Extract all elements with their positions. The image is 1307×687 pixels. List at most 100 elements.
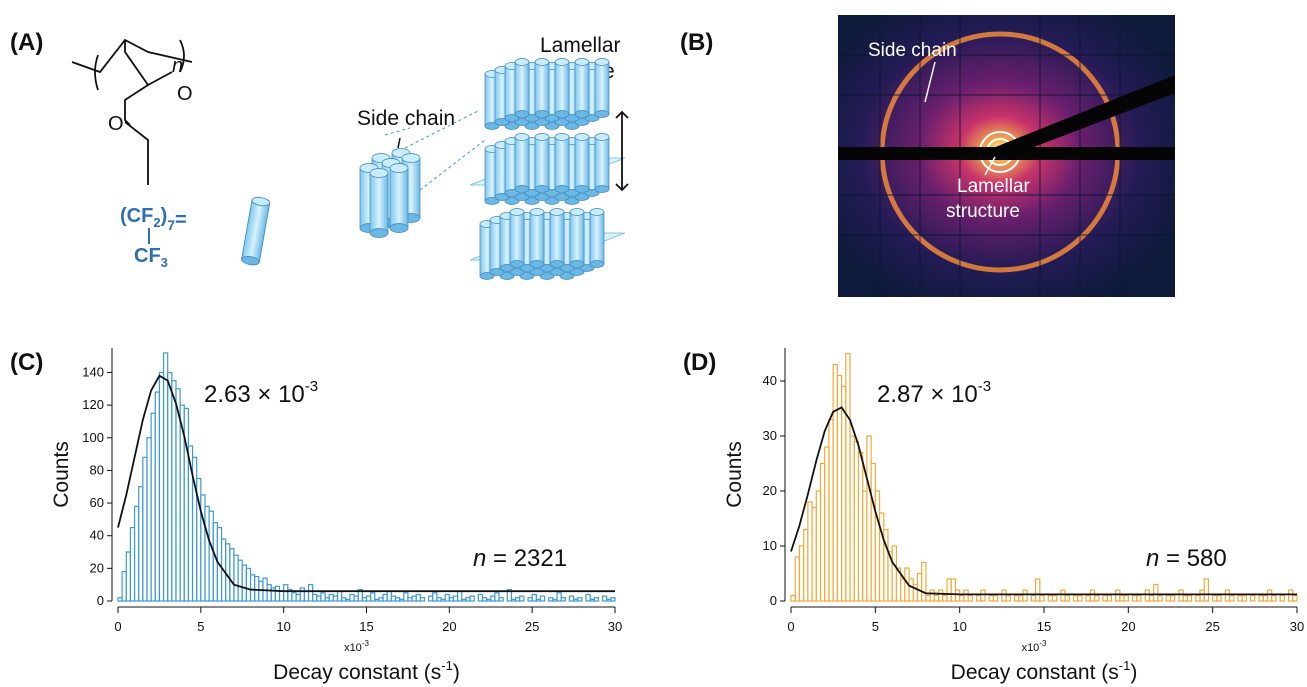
bar	[226, 544, 230, 601]
panel-b: (B) Side chain Lamellar structure	[680, 15, 1175, 297]
bar	[1183, 596, 1187, 602]
x-tick-label: 20	[1121, 619, 1135, 634]
x-tick-label: 0	[114, 619, 121, 634]
annotation: Side chain	[357, 107, 455, 130]
bar	[458, 591, 462, 601]
bar	[516, 598, 520, 601]
x-axis-title-text: Decay constant (s	[951, 661, 1119, 684]
cylinder-top	[595, 59, 609, 66]
bar	[429, 596, 433, 601]
bar	[1048, 596, 1052, 602]
bar	[532, 594, 536, 601]
cylinder-top	[555, 134, 569, 141]
bar	[511, 599, 515, 601]
x-tick-label: 20	[442, 619, 456, 634]
chem-label: CF	[134, 245, 161, 267]
bar	[1133, 596, 1137, 602]
bar	[943, 596, 947, 602]
bar	[1289, 590, 1293, 601]
cylinder-icon	[241, 196, 271, 266]
bar	[829, 420, 833, 602]
bar	[487, 599, 491, 601]
x-tick-label: 10	[952, 619, 966, 634]
bar	[1149, 596, 1153, 602]
bar	[255, 577, 259, 601]
y-tick-label: 140	[82, 364, 104, 379]
x-multiplier: x10-3	[1022, 639, 1047, 654]
bar	[354, 596, 358, 601]
bar	[939, 590, 943, 601]
annotation: structure	[946, 201, 1020, 222]
y-tick-label: 0	[97, 593, 104, 608]
histogram-panel: (D)0102030400510152025302.87 × 10-3n = 5…	[683, 348, 1304, 684]
bar	[350, 594, 354, 601]
y-tick-label: 40	[763, 373, 777, 388]
bar	[275, 586, 279, 601]
panel-label: (B)	[680, 29, 713, 56]
bar	[1242, 596, 1246, 602]
bar	[1263, 596, 1267, 602]
bar	[321, 593, 325, 601]
bar	[367, 596, 371, 601]
bar	[1052, 596, 1056, 602]
x-tick-label: 10	[276, 619, 290, 634]
bar	[1238, 596, 1242, 602]
bar	[812, 508, 816, 602]
x-axis-title-end: )	[453, 661, 460, 684]
bar	[466, 598, 470, 601]
cylinder-top	[510, 209, 524, 216]
bar	[404, 593, 408, 601]
bar	[981, 590, 985, 601]
chem-label: O	[108, 113, 124, 135]
cylinder-bottom	[550, 261, 564, 268]
bar	[1230, 596, 1234, 602]
bar	[968, 596, 972, 602]
x-axis-title-exp: -1	[1119, 658, 1131, 673]
bar	[1158, 596, 1162, 602]
lamellar-stack	[470, 59, 625, 280]
bar	[854, 442, 858, 602]
bar	[1002, 590, 1006, 601]
bar	[126, 552, 130, 601]
bar	[1137, 596, 1141, 602]
bar	[1090, 590, 1094, 601]
bar	[594, 598, 598, 601]
x-tick-label: 30	[608, 619, 622, 634]
annotation: 2.87 × 10-3	[877, 378, 991, 408]
cylinder-bottom	[535, 186, 549, 193]
bar	[930, 590, 934, 601]
cylinder-top	[515, 134, 529, 141]
bar	[267, 585, 271, 601]
cylinder-top	[570, 209, 584, 216]
annotation-text: 2.87 × 10	[877, 381, 978, 408]
cylinder-top	[535, 59, 549, 66]
annotation-text: 2.63 × 10	[204, 381, 305, 408]
cylinder-top	[402, 154, 420, 163]
bar	[603, 596, 607, 601]
annotation: Lamellar	[957, 176, 1031, 197]
bar	[437, 598, 441, 601]
bar	[325, 598, 329, 601]
bar	[1065, 596, 1069, 602]
x-tick-label: 5	[197, 619, 204, 634]
bar	[1124, 596, 1128, 602]
x-tick-label: 0	[787, 619, 794, 634]
bar	[1225, 590, 1229, 601]
bar	[449, 598, 453, 601]
cylinder-bottom	[530, 261, 544, 268]
cylinder-bottom	[515, 186, 529, 193]
bar	[238, 560, 242, 601]
x-tick-label: 25	[525, 619, 539, 634]
bar	[1293, 596, 1297, 602]
cylinder-top	[530, 209, 544, 216]
y-axis-title: Counts	[723, 441, 746, 508]
bar	[825, 447, 829, 601]
y-tick-label: 20	[763, 483, 777, 498]
arrow	[398, 138, 400, 148]
sample-size-text: = 2321	[486, 545, 567, 572]
x-multiplier-exp: -3	[362, 639, 370, 648]
sample-size: n = 2321	[473, 545, 567, 572]
bar	[313, 594, 317, 601]
bar	[292, 593, 296, 601]
bar	[947, 579, 951, 601]
